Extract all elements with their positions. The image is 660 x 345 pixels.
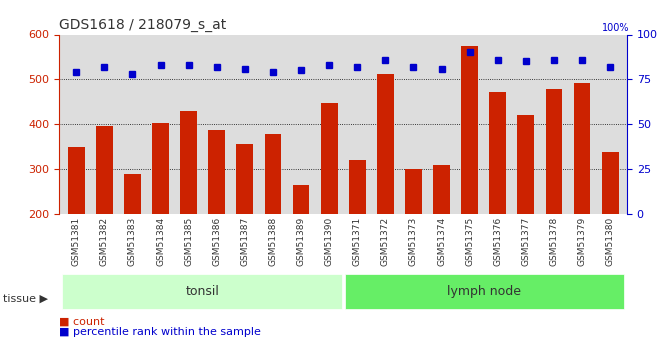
- Text: tonsil: tonsil: [185, 285, 220, 298]
- Text: GSM51380: GSM51380: [606, 217, 614, 266]
- Bar: [321, 103, 337, 304]
- Text: GSM51384: GSM51384: [156, 217, 165, 266]
- Bar: [152, 123, 169, 304]
- Bar: [377, 74, 394, 304]
- Bar: [180, 111, 197, 304]
- Text: ■ percentile rank within the sample: ■ percentile rank within the sample: [59, 327, 261, 337]
- Bar: [349, 160, 366, 304]
- Text: GSM51387: GSM51387: [240, 217, 249, 266]
- FancyBboxPatch shape: [345, 275, 624, 308]
- Bar: [546, 89, 562, 304]
- Text: GSM51373: GSM51373: [409, 217, 418, 266]
- Text: GSM51385: GSM51385: [184, 217, 193, 266]
- Bar: [265, 134, 281, 304]
- Text: GSM51389: GSM51389: [296, 217, 306, 266]
- Text: lymph node: lymph node: [447, 285, 521, 298]
- Bar: [461, 46, 478, 304]
- Text: GSM51382: GSM51382: [100, 217, 109, 266]
- Text: 100%: 100%: [603, 23, 630, 33]
- Text: ■ count: ■ count: [59, 316, 105, 326]
- Text: tissue ▶: tissue ▶: [3, 294, 48, 303]
- Bar: [96, 126, 113, 304]
- Text: GSM51371: GSM51371: [352, 217, 362, 266]
- Text: GSM51381: GSM51381: [72, 217, 81, 266]
- Bar: [405, 169, 422, 304]
- Text: GSM51375: GSM51375: [465, 217, 474, 266]
- Text: GSM51376: GSM51376: [493, 217, 502, 266]
- Text: GSM51388: GSM51388: [269, 217, 277, 266]
- Bar: [574, 83, 591, 304]
- Bar: [68, 147, 84, 304]
- Bar: [517, 115, 535, 304]
- Text: GSM51386: GSM51386: [213, 217, 221, 266]
- Text: GSM51372: GSM51372: [381, 217, 390, 266]
- Text: GDS1618 / 218079_s_at: GDS1618 / 218079_s_at: [59, 18, 226, 32]
- Bar: [292, 185, 310, 304]
- Text: GSM51390: GSM51390: [325, 217, 334, 266]
- Bar: [236, 144, 253, 304]
- Text: GSM51377: GSM51377: [521, 217, 531, 266]
- Bar: [433, 165, 450, 304]
- Text: GSM51374: GSM51374: [437, 217, 446, 266]
- Bar: [124, 174, 141, 304]
- Bar: [209, 130, 225, 304]
- Bar: [602, 152, 618, 304]
- FancyBboxPatch shape: [62, 275, 342, 308]
- Text: GSM51379: GSM51379: [578, 217, 587, 266]
- Bar: [489, 92, 506, 304]
- Text: GSM51383: GSM51383: [128, 217, 137, 266]
- Text: GSM51378: GSM51378: [549, 217, 558, 266]
